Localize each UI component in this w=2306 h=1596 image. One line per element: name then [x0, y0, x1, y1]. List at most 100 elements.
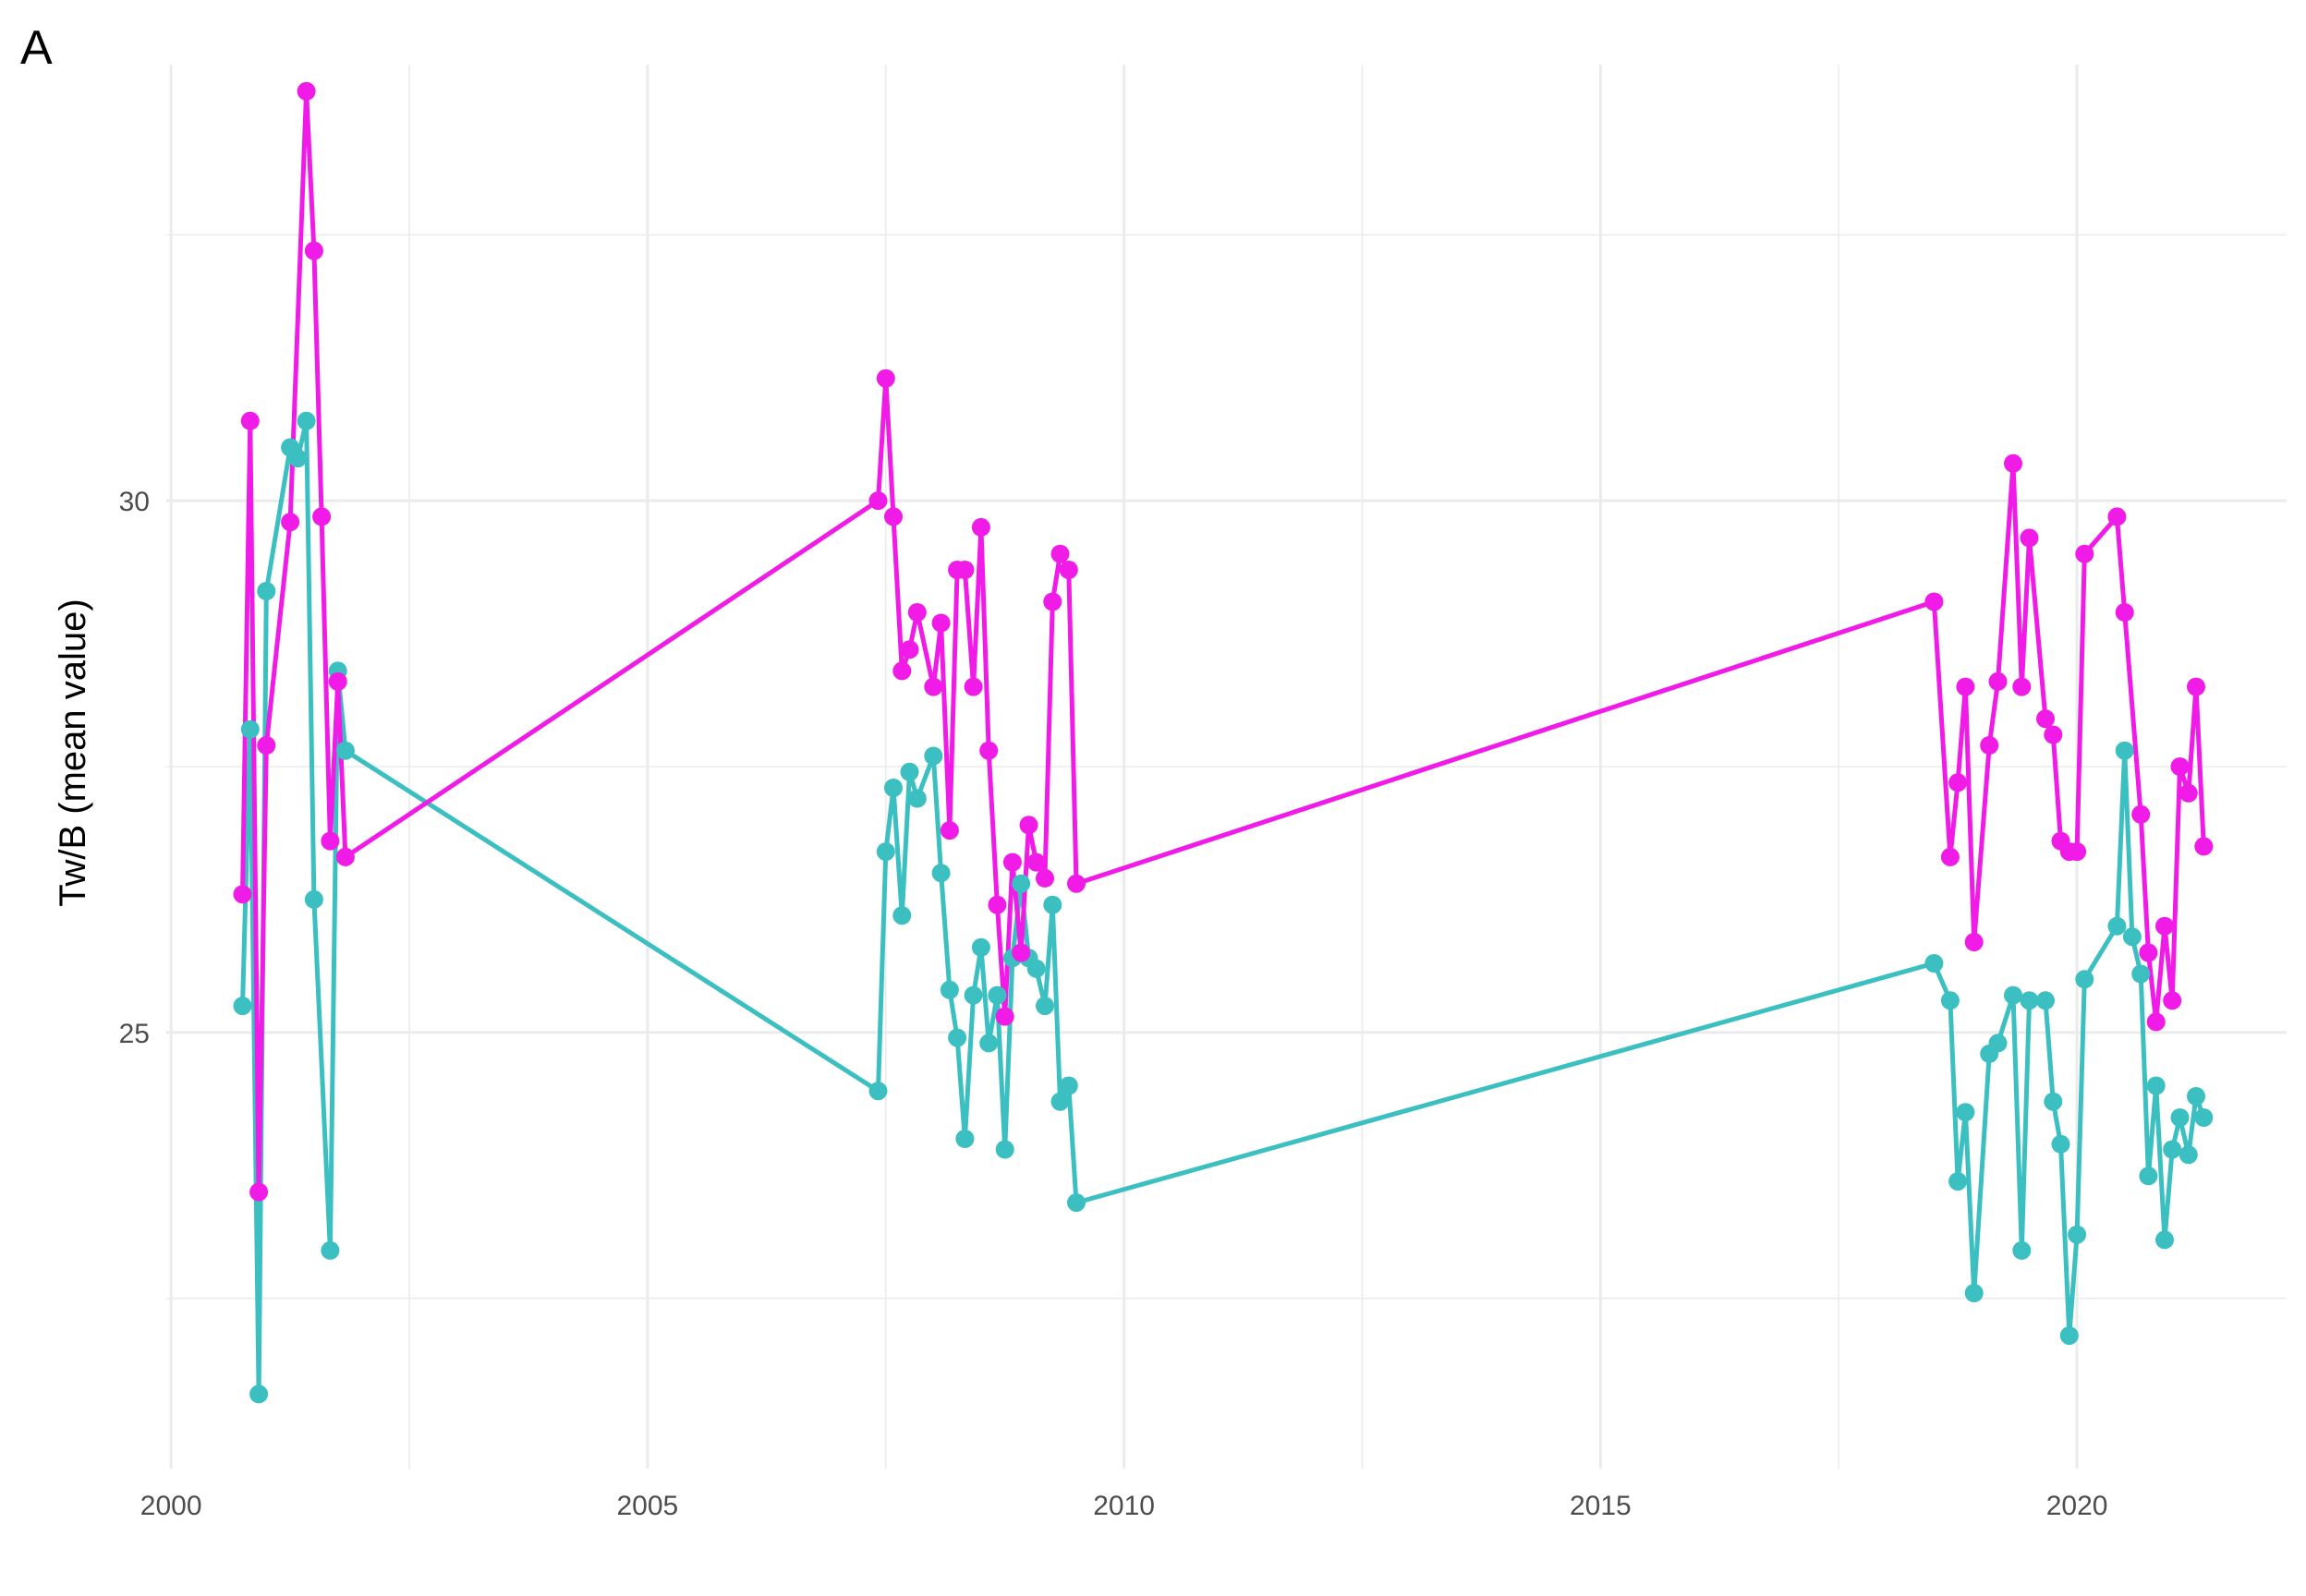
data-point [2163, 991, 2182, 1010]
data-point [2115, 603, 2134, 622]
tick-labels: 2000 2005 2010 2015 2020 25 30 [119, 487, 2108, 1521]
data-point [335, 741, 355, 760]
data-point [964, 985, 983, 1005]
data-point [1988, 1034, 2008, 1053]
data-point [240, 719, 260, 739]
data-point [2115, 741, 2134, 760]
data-point [2179, 1145, 2198, 1165]
data-point [1026, 852, 1046, 872]
data-point [2107, 916, 2127, 936]
data-point [335, 847, 355, 866]
data-point [2194, 837, 2214, 856]
data-point [931, 864, 951, 883]
data-point [2020, 991, 2039, 1010]
data-point [2012, 1240, 2032, 1260]
data-point [288, 449, 308, 468]
data-point [1019, 816, 1038, 835]
data-point [924, 746, 943, 766]
x-tick-label: 2020 [2046, 1491, 2108, 1521]
data-point [979, 741, 999, 760]
data-point [2131, 964, 2151, 984]
data-point [2068, 1225, 2087, 1244]
x-tick-label: 2000 [140, 1491, 202, 1521]
data-point [297, 411, 316, 430]
data-point [1012, 943, 1031, 962]
data-point [1050, 1092, 1070, 1111]
data-point [257, 582, 276, 600]
panel-label: A [20, 21, 53, 75]
data-point [2131, 804, 2151, 824]
series-layer [233, 81, 2214, 1404]
data-point [940, 980, 959, 999]
data-point [1956, 1103, 1975, 1122]
data-point [931, 613, 951, 633]
data-point [995, 1007, 1014, 1026]
x-tick-label: 2015 [1570, 1491, 1632, 1521]
data-point [1050, 544, 1070, 563]
data-point [2194, 1108, 2214, 1127]
data-point [1036, 997, 1054, 1016]
data-point [2179, 783, 2198, 803]
data-point [2139, 1167, 2158, 1186]
data-point [2051, 1134, 2070, 1154]
data-point [2036, 991, 2055, 1010]
data-point [2155, 916, 2174, 936]
x-tick-label: 2010 [1093, 1491, 1155, 1521]
data-point [1940, 847, 1960, 866]
data-point [924, 677, 943, 696]
data-point [249, 1182, 269, 1202]
data-point [2170, 1108, 2190, 1127]
data-point [2020, 528, 2039, 548]
data-point [900, 762, 919, 781]
data-point [1964, 1284, 1984, 1302]
data-point [2075, 544, 2094, 563]
y-axis-title: Tw/B (mean value) [53, 598, 93, 906]
data-point [312, 507, 332, 526]
data-point [1924, 592, 1944, 611]
data-point [2155, 1230, 2174, 1250]
y-tick-label: 30 [119, 487, 150, 517]
x-tick-label: 2005 [617, 1491, 679, 1521]
data-point [2107, 507, 2127, 526]
data-point [1059, 561, 1078, 579]
data-point [971, 937, 990, 957]
data-point [2012, 677, 2032, 696]
data-point [2122, 927, 2142, 947]
data-point [2004, 453, 2022, 473]
data-point [1043, 895, 1062, 914]
data-point [2146, 1012, 2166, 1032]
data-point [995, 1140, 1014, 1159]
data-point [979, 1034, 999, 1053]
data-point [940, 821, 959, 840]
data-point [988, 985, 1007, 1005]
data-point [1948, 1172, 1968, 1191]
data-point [240, 411, 260, 430]
data-point [2139, 943, 2158, 962]
data-point [1036, 868, 1054, 888]
data-point [233, 997, 252, 1016]
data-point [257, 736, 276, 755]
data-point [233, 885, 252, 904]
grid-lines [166, 65, 2287, 1469]
data-point [1067, 874, 1086, 893]
data-point [1948, 773, 1968, 792]
data-point [868, 491, 888, 511]
data-point [328, 671, 347, 691]
data-point [2004, 985, 2022, 1005]
data-point [2170, 757, 2190, 776]
data-point [2044, 725, 2063, 744]
data-point [964, 677, 983, 696]
data-point [892, 906, 912, 925]
data-point [2146, 1076, 2166, 1095]
data-point [2187, 677, 2205, 696]
data-point [1067, 1193, 1086, 1213]
data-point [2075, 970, 2094, 989]
data-point [955, 561, 975, 579]
data-point [907, 603, 927, 622]
data-point [876, 842, 895, 862]
data-point [876, 369, 895, 388]
data-point [304, 889, 323, 909]
data-point [907, 789, 927, 808]
data-point [321, 831, 340, 851]
